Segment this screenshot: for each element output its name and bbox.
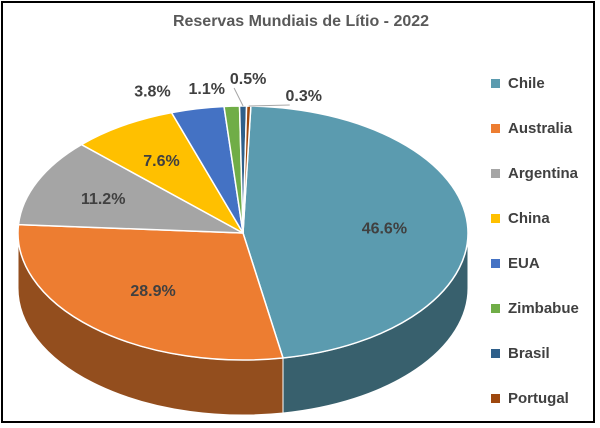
legend-swatch (491, 303, 500, 313)
legend-swatch (491, 168, 500, 178)
pie-chart: 46.6% 28.9% 11.2% 7.6% 3.8% 1.1% 0.5% 0.3% (17, 71, 469, 416)
leader-line-portugal (248, 104, 290, 107)
legend-label: Chile (508, 74, 545, 92)
legend-label: Argentina (508, 164, 579, 182)
legend-swatch (491, 123, 500, 133)
data-label-brasil: 0.5% (230, 71, 266, 88)
legend-item-china: China (491, 208, 550, 228)
legend-item-portugal: Portugal (491, 388, 569, 408)
data-label-portugal: 0.3% (285, 88, 321, 105)
legend-swatch (491, 348, 500, 358)
pie-slice-australia (17, 223, 284, 361)
legend-label: Brasil (508, 344, 550, 362)
data-label-chile: 46.6% (362, 220, 407, 237)
legend-item-brasil: Brasil (491, 343, 550, 363)
legend-label: China (508, 209, 550, 227)
legend-label: Portugal (508, 389, 569, 407)
legend-swatch (491, 393, 500, 403)
legend-swatch (491, 258, 500, 268)
data-label-zimbabue: 1.1% (189, 81, 225, 98)
legend-item-eua: EUA (491, 253, 540, 273)
chart-frame: Reservas Mundiais de Lítio - 2022 46.6% 2… (1, 1, 595, 423)
chart-title: Reservas Mundiais de Lítio - 2022 (172, 13, 430, 30)
pie-slice-china (80, 111, 244, 234)
data-label-china: 7.6% (143, 153, 179, 170)
data-label-eua: 3.8% (134, 84, 170, 101)
data-label-argentina: 11.2% (81, 191, 125, 208)
pie-slice-argentina (17, 143, 244, 234)
data-label-australia: 28.9% (130, 283, 175, 300)
legend-item-argentina: Argentina (491, 163, 578, 183)
legend-label: EUA (508, 254, 540, 272)
legend-label: Zimbabue (508, 299, 579, 317)
legend-item-chile: Chile (491, 73, 545, 93)
pie-slice-chile (242, 105, 469, 359)
leader-line-brasil (233, 87, 244, 107)
legend-label: Australia (508, 119, 573, 137)
legend-swatch (491, 78, 500, 88)
legend-item-zimbabue: Zimbabue (491, 298, 579, 318)
legend-swatch (491, 213, 500, 223)
legend-item-australia: Australia (491, 118, 572, 138)
